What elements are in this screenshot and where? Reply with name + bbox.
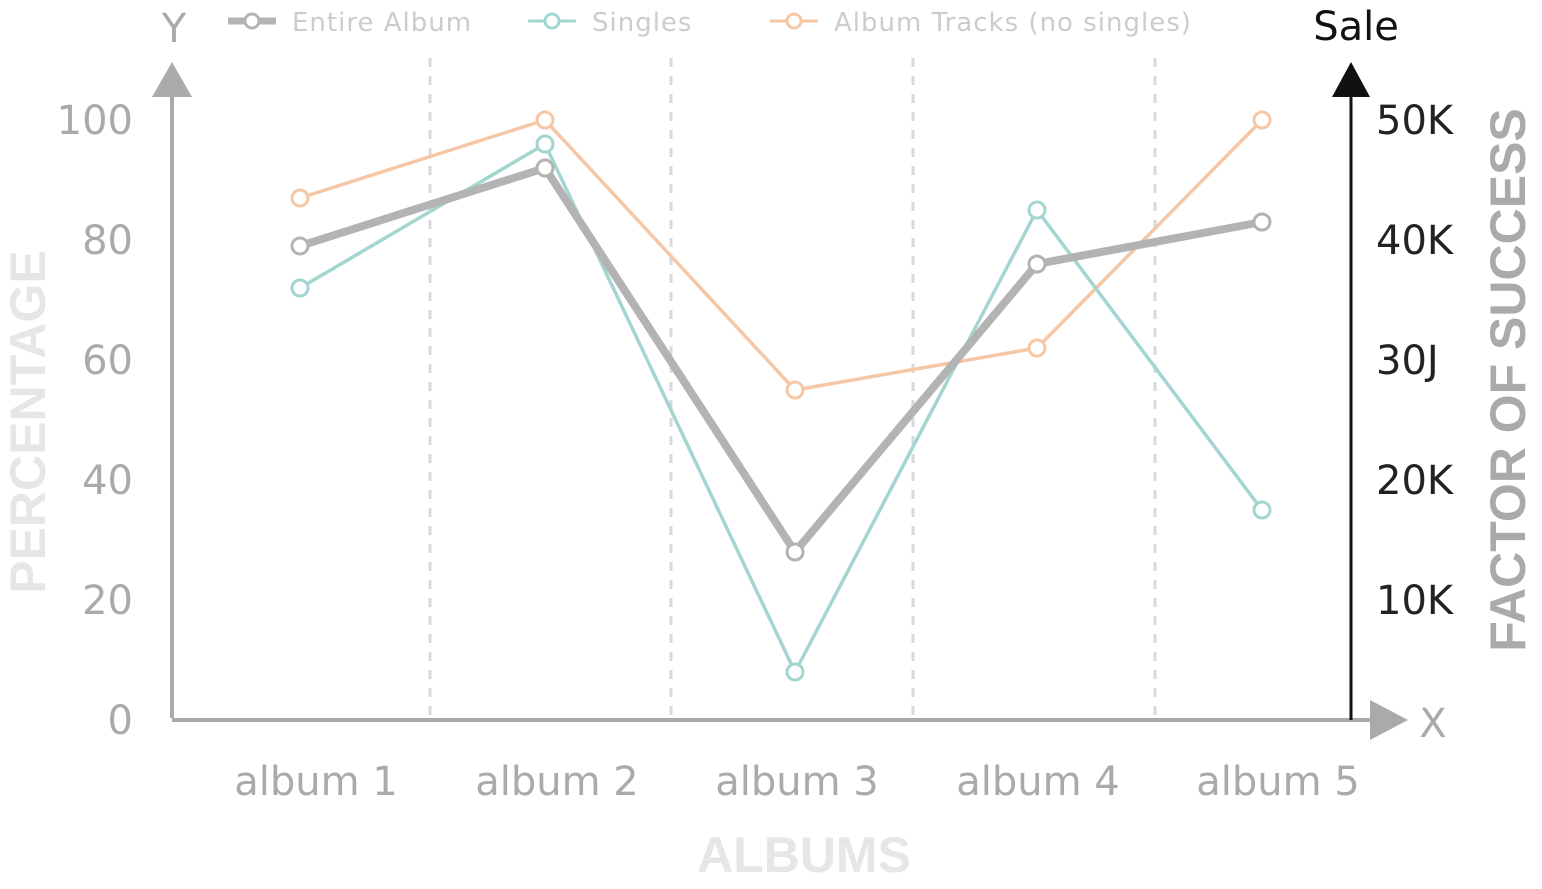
data-point [1252,110,1272,130]
data-point [1027,254,1047,274]
x-axis-arrow-icon [1370,700,1408,740]
y2-tick-label: 40K [1376,218,1455,264]
y2-tick-labels: 10K 20K 30J 40K 50K [1376,98,1455,624]
data-point [785,380,805,400]
legend-item-3: Album Tracks (no singles) [770,8,1192,38]
legend-label: Album Tracks (no singles) [834,8,1192,38]
x-tick-label: album 4 [956,759,1120,805]
data-point [290,278,310,298]
data-point [535,158,555,178]
series-group [290,110,1272,682]
y2-tick-label: 10K [1376,578,1455,624]
legend: Entire Album Singles Album Tracks (no sing… [228,8,1192,38]
x-tick-labels: album 1 album 2 album 3 album 4 album 5 [234,759,1360,805]
legend-label: Singles [592,8,692,38]
y2-axis-letter: Sale [1313,4,1399,50]
data-point [1027,338,1047,358]
series-line [296,164,1266,556]
legend-swatch-marker [543,12,561,30]
x-tick-label: album 5 [1196,759,1360,805]
x-axis-letter: X [1419,701,1446,747]
legend-item-2: Singles [528,8,692,38]
y-tick-labels: 0 20 40 60 80 100 [57,98,133,744]
y2-axis-title: FACTOR OF SUCCESS [1480,108,1536,652]
series-3 [290,110,1272,400]
data-point [1027,200,1047,220]
data-point [785,542,805,562]
data-point [535,110,555,130]
series-line [298,118,1264,392]
y-tick-label: 0 [108,698,133,744]
y2-tick-label: 20K [1376,458,1455,504]
x-tick-label: album 1 [234,759,398,805]
y-axis-arrow-icon [152,62,192,97]
legend-swatch-marker [785,12,803,30]
y-tick-label: 80 [82,218,133,264]
series-1 [290,158,1272,562]
legend-label: Entire Album [292,8,472,38]
data-point [1252,500,1272,520]
legend-swatch-marker [243,12,261,30]
x-tick-label: album 3 [715,759,879,805]
y2-tick-label: 30J [1376,338,1439,384]
series-2 [290,134,1272,682]
legend-item-1: Entire Album [228,8,472,38]
y2-tick-label: 50K [1376,98,1455,144]
x-axis-title: ALBUMS [697,827,911,883]
y-tick-label: 60 [82,338,133,384]
data-point [290,236,310,256]
x-tick-label: album 2 [475,759,639,805]
y-tick-label: 40 [82,458,133,504]
data-point [785,662,805,682]
data-point [535,134,555,154]
data-point [1252,212,1272,232]
series-line [298,142,1264,674]
y-tick-label: 20 [82,578,133,624]
y2-axis-arrow-icon [1332,62,1370,97]
data-point [290,188,310,208]
grid-lines [428,58,1157,718]
y-axis-title: PERCENTAGE [0,250,56,594]
y-axis-letter: Y [161,6,187,52]
y-tick-label: 100 [57,98,133,144]
